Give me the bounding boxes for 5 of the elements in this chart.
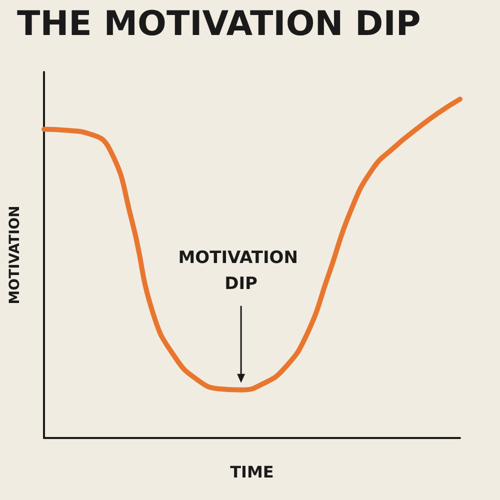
chart-title: THE MOTIVATION DIP: [17, 4, 421, 44]
y-axis-title: MOTIVATION: [178, 248, 304, 268]
text: MOTIVATION: [7, 206, 23, 304]
x-axis-title: TIME: [230, 462, 274, 482]
text: DIP: [224, 274, 258, 294]
